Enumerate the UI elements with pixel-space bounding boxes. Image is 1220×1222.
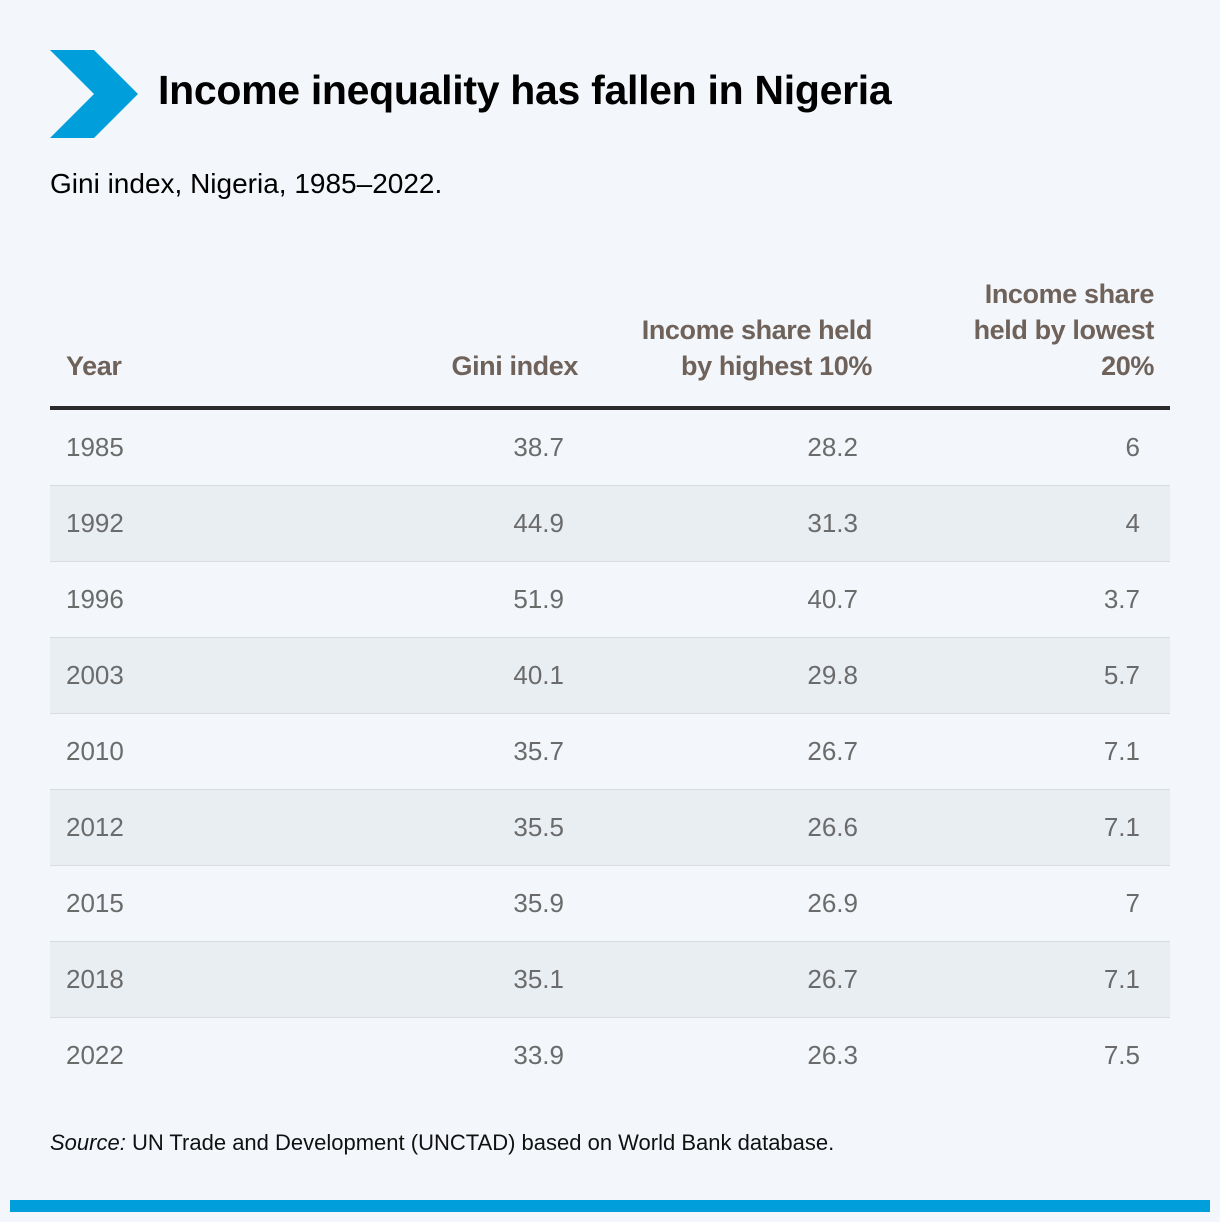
cell-gini-index: 40.1 [513,660,564,690]
cell-gini-index: 35.9 [513,888,564,918]
chart-subtitle: Gini index, Nigeria, 1985–2022. [50,168,443,199]
cell-year: 1985 [66,432,124,462]
table-row: 1985 38.7 28.2 6 [50,410,1170,486]
source-note: Source: UN Trade and Development (UNCTAD… [50,1127,834,1159]
cell-year: 1992 [66,508,124,538]
page-title: Income inequality has fallen in Nigeria [158,67,892,113]
cell-highest-10: 28.2 [807,432,858,462]
cell-highest-10: 31.3 [807,508,858,538]
bottom-accent-bar [10,1200,1210,1212]
cell-lowest-20: 7 [1125,888,1140,918]
cell-lowest-20: 7.5 [1103,1040,1140,1070]
column-header-year: Year [66,351,122,381]
table-row: 2018 35.1 26.7 7.1 [50,942,1170,1018]
cell-gini-index: 51.9 [513,584,564,614]
cell-lowest-20: 4 [1125,508,1140,538]
cell-lowest-20: 7.1 [1103,812,1140,842]
cell-year: 1996 [66,584,124,614]
cell-highest-10: 40.7 [807,584,858,614]
table-header: Year Gini index Income share held by hig… [50,270,1170,410]
cell-highest-10: 26.6 [807,812,858,842]
chevron-right-icon [50,50,138,138]
cell-highest-10: 26.7 [807,964,858,994]
cell-gini-index: 35.5 [513,812,564,842]
cell-gini-index: 44.9 [513,508,564,538]
table-row: 2022 33.9 26.3 7.5 [50,1018,1170,1093]
cell-year: 2003 [66,660,124,690]
cell-year: 2022 [66,1040,124,1070]
cell-gini-index: 35.1 [513,964,564,994]
source-text: UN Trade and Development (UNCTAD) based … [125,1130,835,1155]
cell-gini-index: 35.7 [513,736,564,766]
column-header-lowest-20: Income share held by lowest 20% [954,276,1155,384]
table-row: 2003 40.1 29.8 5.7 [50,638,1170,714]
cell-lowest-20: 7.1 [1103,964,1140,994]
cell-highest-10: 26.3 [807,1040,858,1070]
cell-lowest-20: 6 [1125,432,1140,462]
cell-year: 2012 [66,812,124,842]
table-row: 2015 35.9 26.9 7 [50,866,1170,942]
cell-lowest-20: 5.7 [1103,660,1140,690]
table-row: 1992 44.9 31.3 4 [50,486,1170,562]
cell-gini-index: 33.9 [513,1040,564,1070]
column-header-highest-10: Income share held by highest 10% [632,312,873,384]
table-row: 1996 51.9 40.7 3.7 [50,562,1170,638]
column-header-highest-10-text: Income share held by highest 10% [641,315,873,381]
cell-year: 2015 [66,888,124,918]
column-header-gini-index: Gini index [451,351,578,381]
data-table: Year Gini index Income share held by hig… [50,270,1170,1093]
cell-year: 2018 [66,964,124,994]
table-row: 2010 35.7 26.7 7.1 [50,714,1170,790]
column-header-lowest-20-text: Income share held by lowest 20% [973,279,1155,381]
cell-lowest-20: 3.7 [1103,584,1140,614]
cell-year: 2010 [66,736,124,766]
cell-highest-10: 26.7 [807,736,858,766]
cell-highest-10: 29.8 [807,660,858,690]
table-row: 2012 35.5 26.6 7.1 [50,790,1170,866]
table-body: 1985 38.7 28.2 6 1992 44.9 31.3 4 1996 51.9 40.7 3.… [50,410,1170,1093]
cell-lowest-20: 7.1 [1103,736,1140,766]
cell-gini-index: 38.7 [513,432,564,462]
source-label: Source: [50,1130,126,1155]
cell-highest-10: 26.9 [807,888,858,918]
